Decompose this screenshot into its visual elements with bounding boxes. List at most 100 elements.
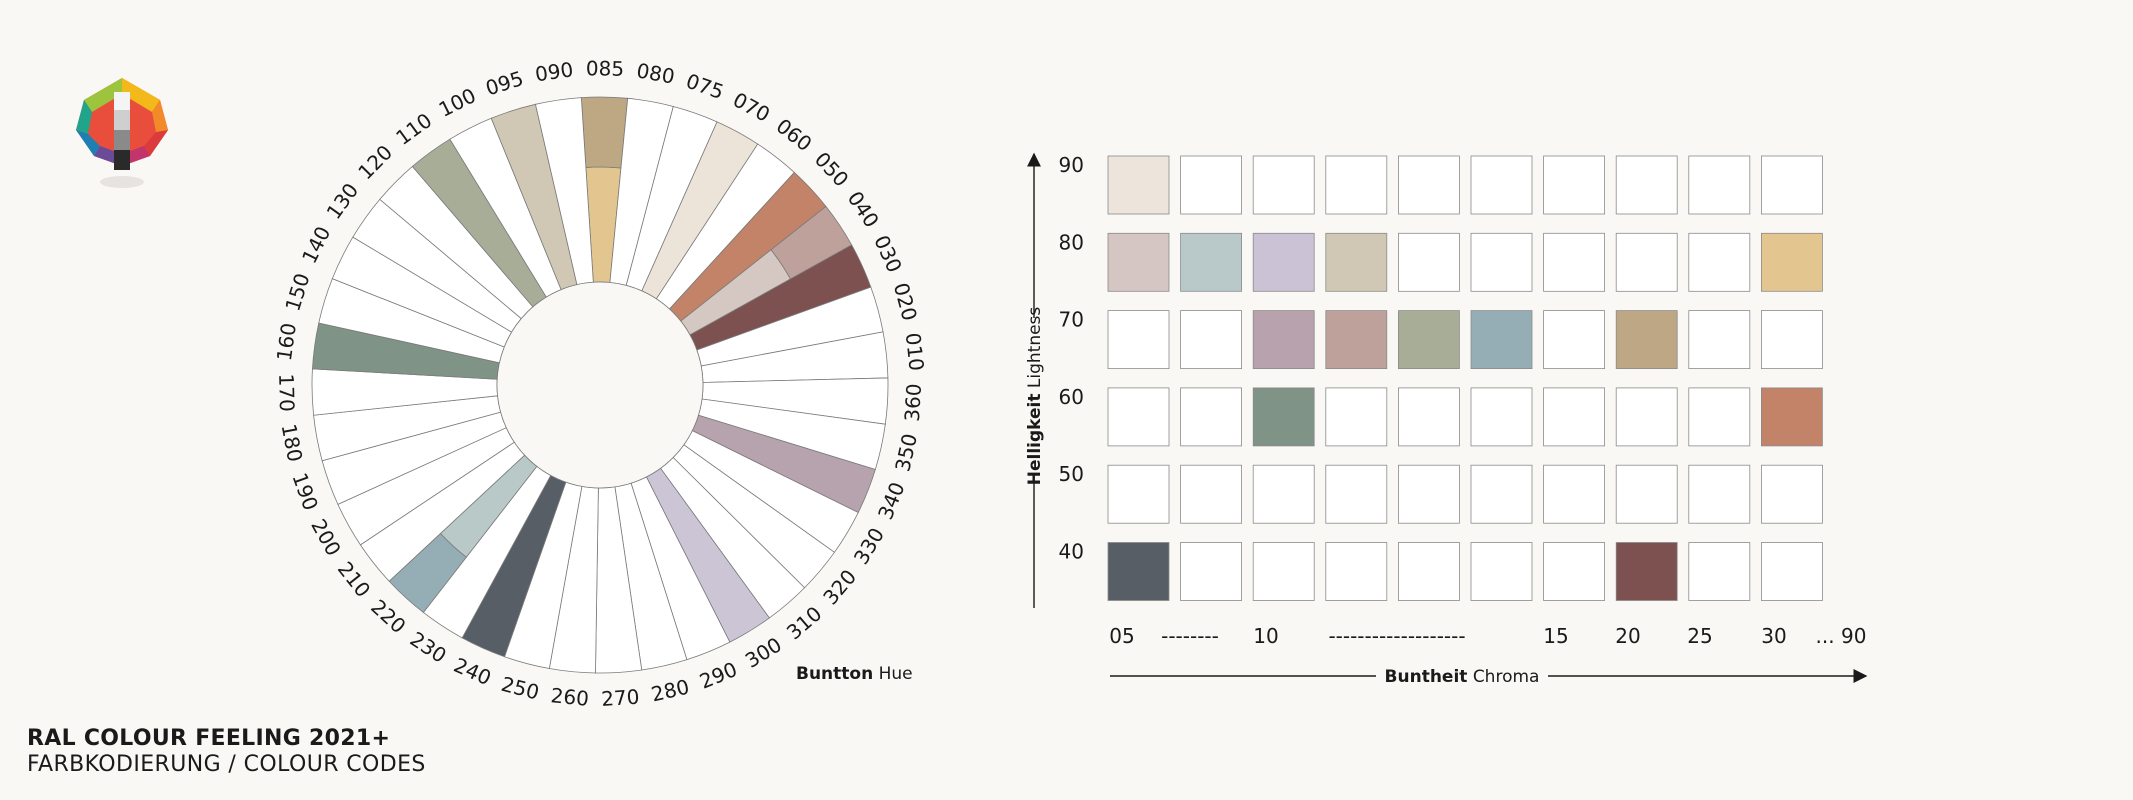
hue-tick-label: 030 — [869, 231, 907, 276]
grid-cell — [1543, 155, 1605, 215]
hue-tick-label: 150 — [280, 270, 314, 314]
hue-tick-label: 010 — [901, 332, 929, 372]
hue-tick-label: 360 — [900, 383, 926, 422]
grid-cell — [1543, 542, 1605, 601]
grid-cell — [1107, 542, 1170, 601]
grid-cell — [1397, 155, 1460, 215]
grid-cell — [1107, 155, 1170, 215]
hue-tick-label: 080 — [635, 58, 677, 88]
hue-tick-label: 220 — [366, 595, 410, 638]
wheel-segments — [311, 96, 889, 674]
hue-tick-label: 020 — [889, 280, 922, 323]
grid-cell — [1543, 310, 1605, 370]
hue-tick-label: 130 — [322, 179, 364, 224]
lightness-row-label: 60 — [1059, 385, 1084, 409]
grid-cell — [1615, 542, 1678, 601]
hue-tick-label: 260 — [550, 683, 590, 711]
grid-cell — [1688, 464, 1751, 524]
grid-cell — [1252, 232, 1315, 292]
hue-segment-085-outer — [580, 96, 629, 169]
hue-tick-label: 180 — [277, 422, 308, 464]
grid-cells — [1107, 155, 1823, 601]
grid-cell — [1397, 542, 1460, 601]
lightness-row-label: 50 — [1059, 462, 1084, 486]
chroma-column-label: 30 — [1761, 624, 1786, 648]
hue-tick-label: 050 — [810, 147, 854, 191]
hue-tick-label: 350 — [890, 431, 922, 473]
grid-cell — [1761, 464, 1823, 524]
hue-tick-label: 210 — [333, 557, 376, 602]
hue-tick-label: 270 — [600, 685, 640, 711]
grid-cell — [1325, 155, 1388, 215]
hue-tick-label: 330 — [849, 523, 889, 568]
hue-tick-label: 085 — [586, 56, 625, 81]
grid-cell — [1761, 232, 1823, 292]
grid-cell — [1107, 387, 1170, 447]
grid-cell — [1470, 155, 1533, 215]
chroma-column-label: 20 — [1615, 624, 1640, 648]
hue-tick-label: 090 — [534, 57, 575, 86]
grid-cell — [1397, 310, 1460, 370]
grid-cell — [1615, 387, 1678, 447]
grid-cell — [1615, 155, 1678, 215]
wheel-center — [496, 281, 704, 489]
hue-tick-label: 040 — [843, 187, 884, 232]
hue-tick-label: 110 — [391, 108, 436, 150]
grid-cell — [1252, 310, 1315, 370]
grid-cell — [1615, 464, 1678, 524]
column-labels: 05 10 15 20 25 30... 90-------- --------------… — [1109, 624, 1866, 648]
grid-cell — [1470, 387, 1533, 447]
grid-cell — [1252, 155, 1315, 215]
grid-cell — [1180, 464, 1243, 524]
hue-wheel: 085 080 0750700600500400300200103603503403… — [272, 56, 929, 711]
grid-cell — [1688, 155, 1751, 215]
grid-cell — [1397, 232, 1460, 292]
ral-colour-solid-icon — [76, 78, 168, 188]
lightness-axis-label: Helligkeit Lightness — [1025, 307, 1045, 486]
grid-cell — [1252, 464, 1315, 524]
hue-tick-label: 190 — [287, 470, 323, 514]
hue-tick-label: 300 — [741, 632, 786, 672]
lightness-row-label: 90 — [1059, 153, 1084, 177]
grid-cell — [1180, 310, 1243, 370]
grid-cell — [1761, 155, 1823, 215]
grid-cell — [1470, 310, 1533, 370]
grid-cell — [1325, 387, 1388, 447]
hue-tick-label: 200 — [306, 515, 346, 560]
grid-cell — [1761, 310, 1823, 370]
hue-tick-label: 075 — [683, 69, 727, 104]
grid-cell — [1325, 310, 1388, 370]
grid-cell — [1543, 232, 1605, 292]
grid-cell — [1615, 232, 1678, 292]
hue-tick-label: 340 — [873, 479, 909, 523]
hue-tick-label: 120 — [353, 140, 397, 184]
hue-tick-label: 230 — [406, 627, 451, 668]
grid-cell — [1325, 542, 1388, 601]
grid-cell — [1761, 387, 1823, 447]
lightness-row-label: 80 — [1059, 230, 1084, 254]
grid-cell — [1615, 310, 1678, 370]
grid-cell — [1325, 464, 1388, 524]
grid-cell — [1180, 387, 1243, 447]
chroma-column-label: 10 — [1253, 624, 1278, 648]
grid-cell — [1470, 542, 1533, 601]
hue-tick-label: 250 — [499, 672, 542, 705]
grid-cell — [1107, 464, 1170, 524]
hue-tick-label: 240 — [450, 653, 495, 690]
hue-tick-label: 320 — [818, 565, 861, 610]
grid-cell — [1397, 387, 1460, 447]
hue-axis-label: Buntton Hue — [796, 664, 913, 684]
grid-cell — [1470, 464, 1533, 524]
grid-cell — [1180, 232, 1243, 292]
chroma-dash-separator: -------- — [1161, 624, 1219, 648]
hue-tick-label: 290 — [696, 657, 740, 694]
hue-tick-label: 310 — [782, 601, 827, 644]
page-title: RAL COLOUR FEELING 2021+ FARBKODIERUNG /… — [27, 726, 426, 778]
grid-cell — [1180, 155, 1243, 215]
hue-tick-label: 280 — [649, 675, 692, 707]
grid-cell — [1107, 310, 1170, 370]
grid-cell — [1252, 387, 1315, 447]
lightness-row-label: 40 — [1059, 540, 1084, 564]
grid-cell — [1688, 232, 1751, 292]
lightness-row-label: 70 — [1059, 308, 1084, 332]
